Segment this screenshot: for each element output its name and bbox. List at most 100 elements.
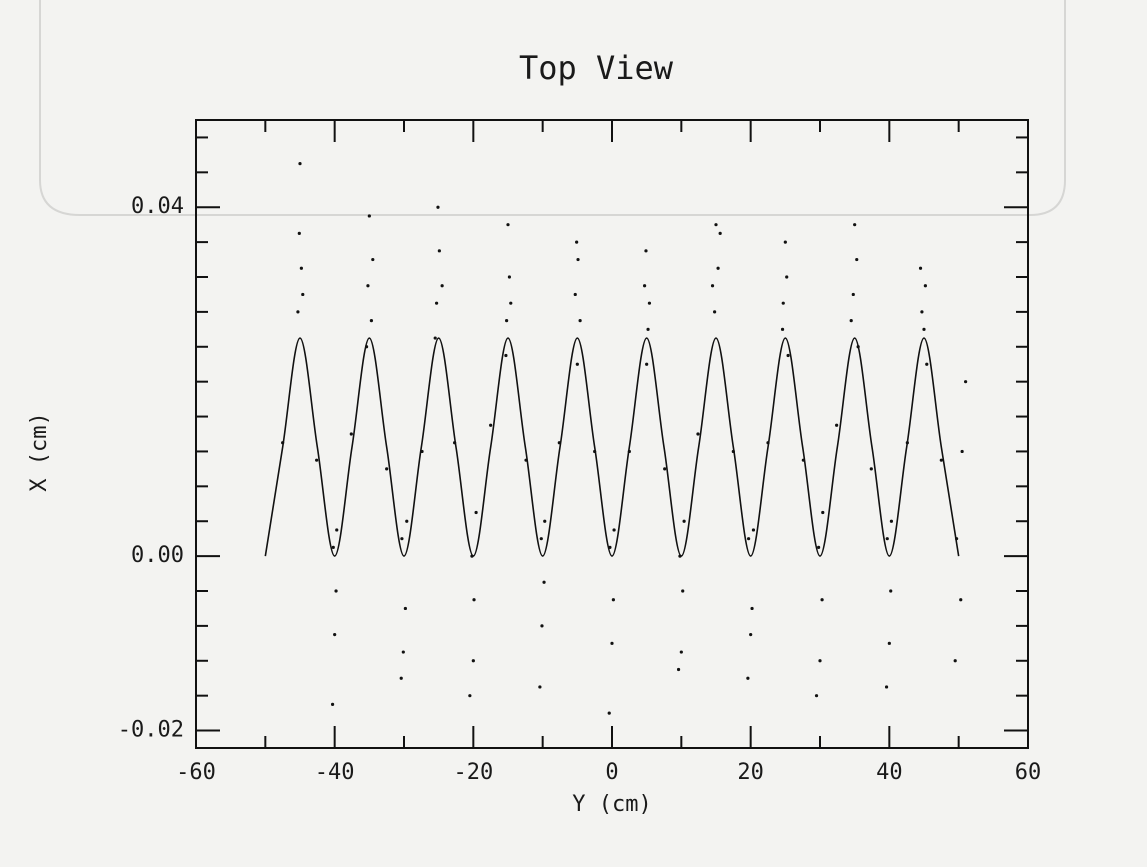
point xyxy=(682,519,686,523)
chart-title: Top View xyxy=(519,49,674,87)
point xyxy=(647,301,652,305)
point xyxy=(349,432,353,436)
y-tick-label: 0.00 xyxy=(131,543,184,568)
point xyxy=(642,284,647,288)
y-tick-label: 0.04 xyxy=(131,194,184,219)
point xyxy=(301,292,305,297)
point xyxy=(851,292,855,297)
point xyxy=(960,449,964,454)
point xyxy=(786,353,790,358)
point xyxy=(818,659,822,663)
point xyxy=(474,510,478,515)
point xyxy=(576,257,580,262)
point xyxy=(506,223,510,227)
point xyxy=(315,458,319,462)
point xyxy=(783,240,787,244)
point xyxy=(612,528,616,532)
point xyxy=(885,537,889,541)
point xyxy=(607,711,611,715)
point xyxy=(869,467,873,471)
trajectory-line xyxy=(264,337,960,557)
point xyxy=(434,301,439,305)
point xyxy=(746,537,751,541)
point xyxy=(367,214,371,218)
point xyxy=(575,362,579,366)
point xyxy=(751,528,756,532)
point xyxy=(713,310,717,314)
point xyxy=(817,545,821,549)
point xyxy=(749,633,753,637)
point xyxy=(399,676,403,680)
point xyxy=(542,580,546,584)
point xyxy=(331,545,335,549)
point xyxy=(433,336,437,340)
point xyxy=(334,589,338,593)
point xyxy=(853,223,857,227)
x-tick-label: 40 xyxy=(876,760,903,785)
point xyxy=(335,528,339,532)
point xyxy=(835,423,839,427)
point xyxy=(964,380,968,384)
point xyxy=(663,467,667,471)
point xyxy=(781,301,785,305)
point xyxy=(610,641,614,645)
x-tick-label: 0 xyxy=(605,760,618,785)
x-tick-label: -20 xyxy=(453,760,493,785)
point xyxy=(646,327,650,331)
point xyxy=(543,519,547,523)
point xyxy=(939,458,943,462)
point xyxy=(540,624,544,628)
point xyxy=(538,685,542,689)
point xyxy=(369,319,374,323)
point xyxy=(333,633,337,637)
point xyxy=(959,598,963,602)
page-box xyxy=(39,0,1066,216)
point xyxy=(785,275,789,279)
x-tick-label: -40 xyxy=(315,760,355,785)
point xyxy=(507,275,511,279)
point xyxy=(645,362,649,366)
point xyxy=(887,641,891,645)
point xyxy=(509,301,513,305)
point xyxy=(714,223,718,227)
point xyxy=(922,327,926,331)
point xyxy=(918,266,923,270)
point xyxy=(298,162,302,166)
point xyxy=(814,694,819,698)
point xyxy=(681,589,685,593)
point xyxy=(371,257,375,262)
point xyxy=(403,606,407,611)
point xyxy=(849,319,853,323)
x-axis-label: Y (cm) xyxy=(572,792,651,817)
point xyxy=(575,240,579,244)
point xyxy=(330,702,335,706)
point xyxy=(716,266,720,270)
point xyxy=(539,537,543,541)
point xyxy=(440,284,444,288)
y-axis-label: X (cm) xyxy=(27,412,52,491)
point xyxy=(710,284,715,288)
point xyxy=(925,362,929,366)
point xyxy=(889,589,893,593)
point xyxy=(437,249,441,253)
point xyxy=(821,510,825,515)
x-tick-label: 60 xyxy=(1015,760,1042,785)
point xyxy=(385,467,389,471)
point xyxy=(468,694,472,698)
point xyxy=(297,231,301,235)
point xyxy=(676,667,681,672)
point xyxy=(401,650,405,654)
point xyxy=(505,319,509,323)
x-tick-label: 20 xyxy=(737,760,764,785)
point xyxy=(855,257,859,262)
x-tick-label: -60 xyxy=(176,760,216,785)
point xyxy=(696,432,700,436)
point xyxy=(436,205,440,209)
point xyxy=(718,231,722,235)
point xyxy=(746,676,750,680)
point xyxy=(489,423,493,427)
point xyxy=(920,310,924,314)
